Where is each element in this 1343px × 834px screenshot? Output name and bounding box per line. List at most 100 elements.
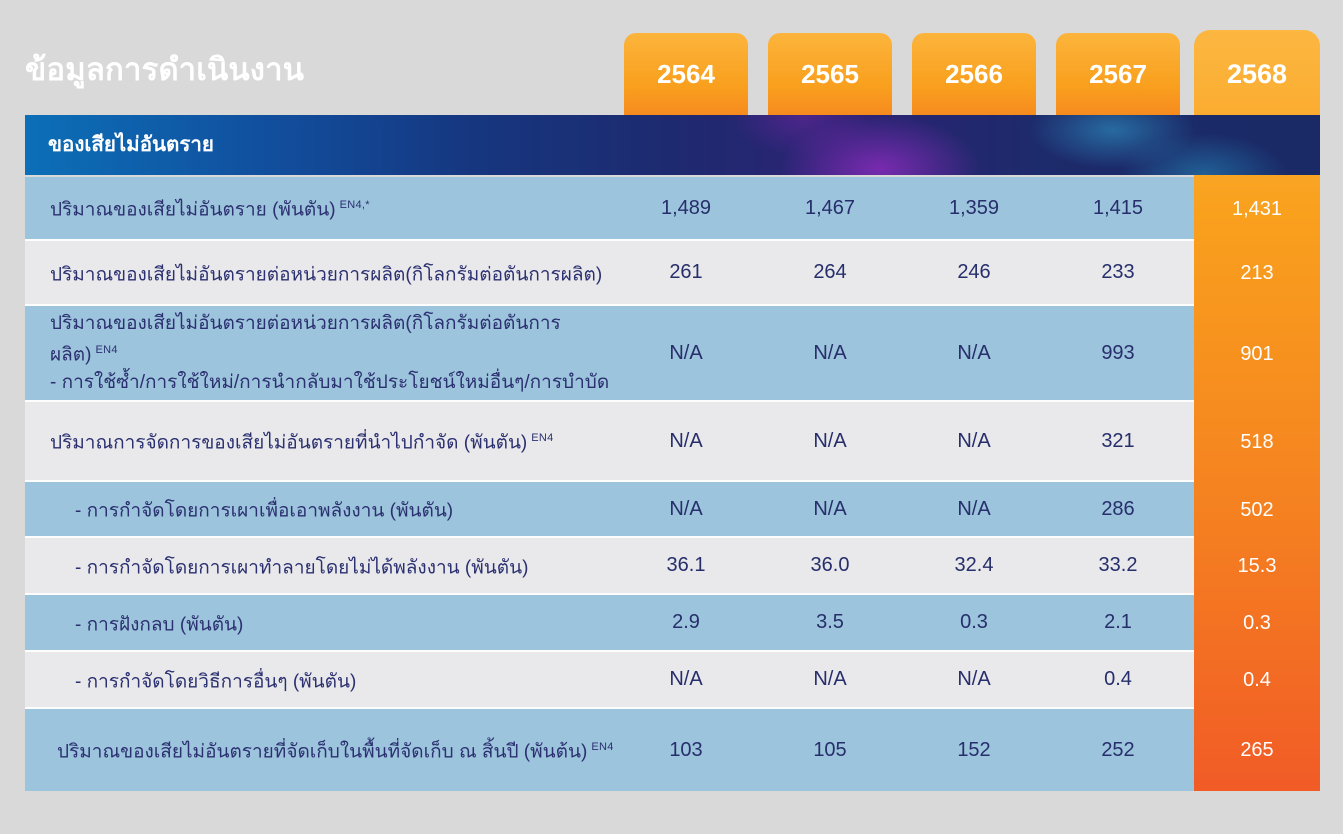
value-cell-2566: 32.4 <box>954 554 994 576</box>
row-main: - การกำจัดโดยวิธีการอื่นๆ (พันตัน) N/A N/A… <box>25 652 1194 709</box>
table-row: ปริมาณของเสียไม่อันตรายต่อหน่วยการผลิต(ก… <box>25 306 1320 402</box>
value-cell-2568: 213 <box>1240 262 1274 284</box>
value-cell-2565: N/A <box>813 497 847 520</box>
row-label: - การฝังกลบ (พันตัน) <box>25 607 624 638</box>
value-cell-2566: N/A <box>957 668 991 690</box>
value-cell-2568: 15.3 <box>1237 555 1277 577</box>
row-main: ปริมาณของเสียไม่อันตราย (พันตัน) EN4,* 1,4… <box>25 177 1194 241</box>
row-label-text: - การฝังกลบ (พันตัน) <box>75 614 244 636</box>
row-label: - การกำจัดโดยวิธีการอื่นๆ (พันตัน) <box>25 664 624 695</box>
value-cell-2568: 0.4 <box>1243 669 1271 691</box>
row-label-superscript <box>453 500 457 512</box>
year-tab-2567[interactable]: 2567 <box>1056 33 1180 128</box>
row-label-superscript: EN4 <box>95 344 118 357</box>
value-cell-2565: 36.0 <box>810 554 850 576</box>
row-main: ปริมาณของเสียไม่อันตรายต่อหน่วยการผลิต(ก… <box>25 241 1194 306</box>
value-cell-2565: 264 <box>813 261 847 283</box>
table-row: - การกำจัดโดยวิธีการอื่นๆ (พันตัน) N/A N/A… <box>25 652 1320 709</box>
row-label-text: ปริมาณการจัดการของเสียไม่อันตรายที่นำไปก… <box>50 432 528 454</box>
table-row: ปริมาณของเสียไม่อันตรายที่จัดเก็บในพื้นท… <box>25 709 1320 791</box>
row-label: ปริมาณของเสียไม่อันตรายต่อหน่วยการผลิต(ก… <box>25 257 624 288</box>
row-label-superscript <box>356 671 360 683</box>
value-cell-2565: N/A <box>813 341 847 364</box>
value-cell-2564: 2.9 <box>672 611 700 633</box>
value-cell-2567: 2.1 <box>1104 611 1132 633</box>
row-label: - การกำจัดโดยการเผาทำลายโดยไม่ได้พลังงาน… <box>25 550 624 581</box>
year-tab-2568[interactable]: 2568 <box>1226 59 1288 89</box>
value-cell-2566: 1,359 <box>948 196 1000 219</box>
value-cell-2566: N/A <box>957 429 991 452</box>
row-label-superscript <box>602 264 606 276</box>
value-cell-2564: 261 <box>669 261 703 283</box>
value-cell-2565: 3.5 <box>816 611 844 633</box>
section-header-bar: ของเสียไม่อันตราย <box>25 115 1320 175</box>
row-label: ปริมาณของเสียไม่อันตรายต่อหน่วยการผลิต(ก… <box>25 310 624 395</box>
section-title: ของเสียไม่อันตราย <box>48 133 214 156</box>
row-label: - การกำจัดโดยการเผาเพื่อเอาพลังงาน (พันต… <box>25 493 624 524</box>
value-cell-2567: 286 <box>1101 497 1135 520</box>
row-label-superscript: EN4 <box>531 432 554 445</box>
value-cell-2567: 233 <box>1101 261 1135 283</box>
row-label: ปริมาณของเสียไม่อันตรายที่จัดเก็บในพื้นท… <box>25 734 624 765</box>
value-cell-2568: 1,431 <box>1231 197 1283 220</box>
value-cell-2565: N/A <box>813 668 847 690</box>
row-main: ปริมาณของเสียไม่อันตรายต่อหน่วยการผลิต(ก… <box>25 306 1194 402</box>
row-label-superscript <box>528 557 532 569</box>
value-cell-2568: 0.3 <box>1243 612 1271 634</box>
value-cell-2567: 252 <box>1101 738 1135 761</box>
value-cell-2564: N/A <box>669 668 703 690</box>
row-main: - การฝังกลบ (พันตัน) 2.9 3.5 0.3 2.1 <box>25 595 1194 652</box>
value-cell-2565: N/A <box>813 429 847 452</box>
row-label-text: ปริมาณของเสียไม่อันตรายต่อหน่วยการผลิต(ก… <box>50 313 561 366</box>
table-row: - การกำจัดโดยการเผาทำลายโดยไม่ได้พลังงาน… <box>25 538 1320 595</box>
table-row: ปริมาณของเสียไม่อันตราย (พันตัน) EN4,* 1,4… <box>25 177 1320 241</box>
table-row: ปริมาณการจัดการของเสียไม่อันตรายที่นำไปก… <box>25 402 1320 482</box>
year-tab-2566[interactable]: 2566 <box>912 33 1036 128</box>
row-label-text: ปริมาณของเสียไม่อันตรายต่อหน่วยการผลิต(ก… <box>50 264 603 286</box>
year-tab-2564[interactable]: 2564 <box>624 33 748 128</box>
year-tabs: 2564 2565 2566 2567 <box>624 33 1180 128</box>
value-cell-2564: N/A <box>669 429 703 452</box>
page-title: ข้อมูลการดำเนินงาน <box>25 52 305 87</box>
row-label-text: ปริมาณของเสียไม่อันตรายที่จัดเก็บในพื้นท… <box>57 741 588 763</box>
table-row: - การกำจัดโดยการเผาเพื่อเอาพลังงาน (พันต… <box>25 482 1320 538</box>
row-main: - การกำจัดโดยการเผาเพื่อเอาพลังงาน (พันต… <box>25 482 1194 538</box>
value-cell-2566: N/A <box>957 497 991 520</box>
value-cell-2568: 518 <box>1240 430 1274 453</box>
value-cell-2568: 502 <box>1240 498 1274 521</box>
data-table: ปริมาณของเสียไม่อันตราย (พันตัน) EN4,* 1,4… <box>25 177 1320 791</box>
value-cell-2566: 152 <box>957 738 991 761</box>
value-cell-2565: 1,467 <box>804 196 856 219</box>
value-cell-2566: 0.3 <box>960 611 988 633</box>
row-label-superscript <box>243 614 247 626</box>
year-tab-2565[interactable]: 2565 <box>768 33 892 128</box>
value-cell-2564: N/A <box>669 341 703 364</box>
row-main: - การกำจัดโดยการเผาทำลายโดยไม่ได้พลังงาน… <box>25 538 1194 595</box>
row-main: ปริมาณการจัดการของเสียไม่อันตรายที่นำไปก… <box>25 402 1194 482</box>
value-cell-2567: 0.4 <box>1104 668 1132 690</box>
row-main: ปริมาณของเสียไม่อันตรายที่จัดเก็บในพื้นท… <box>25 709 1194 791</box>
value-cell-2564: N/A <box>669 497 703 520</box>
value-cell-2564: 1,489 <box>660 196 712 219</box>
row-label-text: - การกำจัดโดยการเผาเพื่อเอาพลังงาน (พันต… <box>75 500 454 522</box>
value-cell-2564: 36.1 <box>666 554 706 576</box>
value-cell-2567: 1,415 <box>1092 196 1144 219</box>
value-cell-2565: 105 <box>813 738 847 761</box>
table-row: ปริมาณของเสียไม่อันตรายต่อหน่วยการผลิต(ก… <box>25 241 1320 306</box>
row-label: ปริมาณของเสียไม่อันตราย (พันตัน) EN4,* <box>25 192 624 223</box>
value-cell-2566: 246 <box>957 261 991 283</box>
value-cell-2568: 265 <box>1240 738 1274 761</box>
row-label-text: ปริมาณของเสียไม่อันตราย (พันตัน) <box>50 199 336 221</box>
value-cell-2567: 321 <box>1101 429 1135 452</box>
value-cell-2567: 33.2 <box>1098 554 1138 576</box>
row-label: ปริมาณการจัดการของเสียไม่อันตรายที่นำไปก… <box>25 425 624 456</box>
value-cell-2566: N/A <box>957 341 991 364</box>
value-cell-2568: 901 <box>1240 342 1274 365</box>
value-cell-2564: 103 <box>669 738 703 761</box>
value-cell-2567: 993 <box>1101 341 1135 364</box>
row-label-superscript: EN4,* <box>339 199 370 212</box>
row-label-text: - การกำจัดโดยการเผาทำลายโดยไม่ได้พลังงาน… <box>75 557 529 579</box>
row-label-text: - การกำจัดโดยวิธีการอื่นๆ (พันตัน) <box>75 671 357 693</box>
table-row: - การฝังกลบ (พันตัน) 2.9 3.5 0.3 2.1 0.3 <box>25 595 1320 652</box>
